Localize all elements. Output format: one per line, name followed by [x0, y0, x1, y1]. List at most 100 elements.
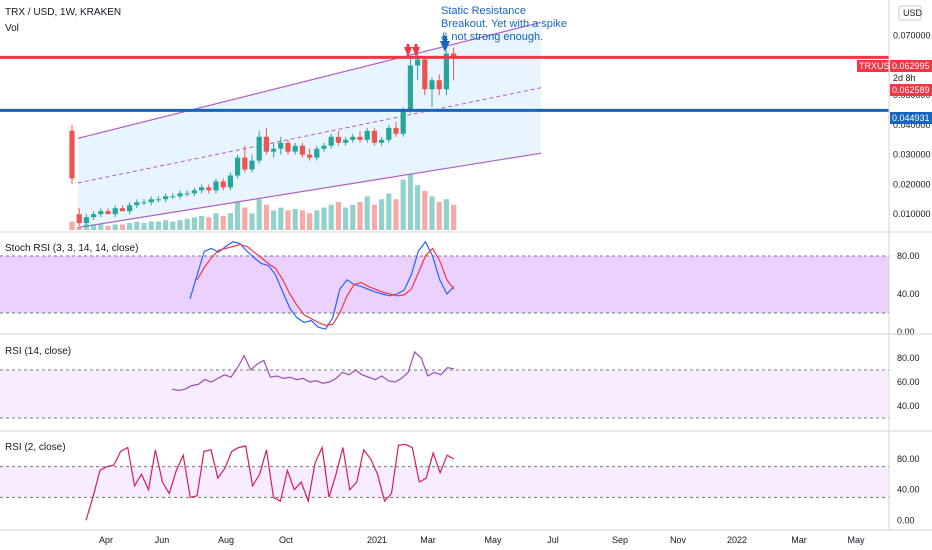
time-tick-label: Sep — [612, 535, 628, 545]
candle-body — [335, 136, 341, 143]
countdown-text: 2d 8h — [893, 73, 916, 83]
arrow-head — [412, 44, 420, 57]
volume-bar — [436, 202, 442, 230]
candle-body — [314, 148, 320, 158]
candle-body — [328, 136, 334, 146]
candle — [292, 142, 298, 155]
volume-bar — [119, 224, 125, 230]
volume-bar — [335, 202, 341, 230]
candle — [206, 184, 212, 194]
time-tick-label: Oct — [279, 535, 294, 545]
time-tick-label: Apr — [99, 535, 113, 545]
candle-body — [350, 136, 356, 140]
candle — [105, 208, 111, 215]
candle — [429, 77, 435, 108]
candle-body — [105, 211, 111, 215]
candle — [235, 154, 241, 179]
candle — [184, 190, 190, 197]
volume-bar — [343, 207, 349, 230]
candle — [335, 130, 341, 146]
support-price-text: 0.044931 — [892, 113, 930, 123]
volume-bar — [227, 213, 233, 230]
volume-bar — [321, 207, 327, 230]
candle-body — [119, 208, 125, 212]
candle-body — [278, 142, 284, 149]
volume-bar — [314, 210, 320, 230]
candle — [263, 127, 269, 155]
rsi-2-pane[interactable]: RSI (2, close) 80.00 40.00 0.00 — [0, 442, 920, 525]
candle — [371, 127, 377, 146]
volume-bar — [350, 204, 356, 230]
candle-body — [69, 130, 75, 179]
candle-body — [184, 193, 190, 195]
candle — [307, 148, 313, 161]
candle — [69, 124, 75, 185]
candle — [191, 187, 197, 197]
candle — [407, 56, 413, 114]
volume-bar — [98, 224, 104, 230]
indicator-tick-label: 60.00 — [897, 377, 920, 387]
candle-body — [220, 181, 226, 188]
indicator-tick-label: 40.00 — [897, 485, 920, 495]
annotation-line-1: Static Resistance — [441, 5, 526, 17]
candle — [285, 139, 291, 155]
candle-body — [163, 196, 169, 200]
candle-body — [436, 80, 442, 90]
candle — [119, 205, 125, 212]
candle-body — [429, 80, 435, 90]
time-tick-label: 2022 — [727, 535, 747, 545]
indicator-band — [0, 466, 889, 498]
volume-bar — [407, 174, 413, 230]
volume-bar — [451, 204, 457, 230]
candle — [451, 47, 457, 81]
volume-bar — [256, 199, 262, 230]
candle-body — [292, 145, 298, 152]
candle-body — [364, 130, 370, 140]
candle-body — [206, 187, 212, 191]
candle-body — [451, 53, 457, 57]
candle-body — [134, 202, 140, 206]
volume-bar — [386, 193, 392, 230]
candle-body — [227, 175, 233, 188]
price-tick-label: 0.070000 — [893, 31, 931, 41]
arrow-head — [404, 44, 412, 57]
chart-title: TRX / USD, 1W, KRAKEN — [5, 7, 121, 18]
price-pane[interactable]: 0.0700000.0600000.0500000.0400000.030000… — [0, 21, 931, 230]
indicator-tick-label: 80.00 — [897, 251, 920, 261]
volume-bar — [364, 196, 370, 230]
annotation-line-3: & not strong enough. — [441, 31, 543, 43]
candle — [364, 127, 370, 143]
rsi-14-pane[interactable]: RSI (14, close) 80.00 60.00 40.00 — [0, 346, 920, 419]
candle — [134, 199, 140, 209]
candle-body — [307, 154, 313, 158]
candle — [436, 74, 442, 96]
candle — [148, 196, 154, 206]
indicator-title: Stoch RSI (3, 3, 14, 14, close) — [5, 243, 138, 254]
candle — [314, 145, 320, 161]
candle — [177, 190, 183, 200]
stoch-rsi-pane[interactable]: Stoch RSI (3, 3, 14, 14, close) 80.00 40.0… — [0, 240, 920, 337]
channel-fill — [78, 22, 541, 228]
candle — [271, 142, 277, 158]
volume-bar — [249, 213, 255, 230]
volume-bar — [213, 213, 219, 230]
indicator-tick-label: 0.00 — [897, 515, 915, 525]
candle-body — [199, 187, 205, 191]
candle-body — [407, 65, 413, 111]
volume-bar — [83, 224, 89, 230]
candle — [278, 136, 284, 155]
candle — [393, 121, 399, 137]
currency-button[interactable] — [898, 5, 922, 21]
volume-bar — [393, 199, 399, 230]
volume-bar — [328, 204, 334, 230]
volume-bar — [191, 217, 197, 230]
volume-bar — [371, 204, 377, 230]
volume-bar — [235, 202, 241, 230]
blue-arrow-icon — [440, 36, 450, 52]
candle — [321, 142, 327, 152]
candle — [83, 214, 89, 227]
volume-bar — [292, 209, 298, 230]
candle-body — [170, 196, 176, 198]
candle — [127, 202, 133, 215]
